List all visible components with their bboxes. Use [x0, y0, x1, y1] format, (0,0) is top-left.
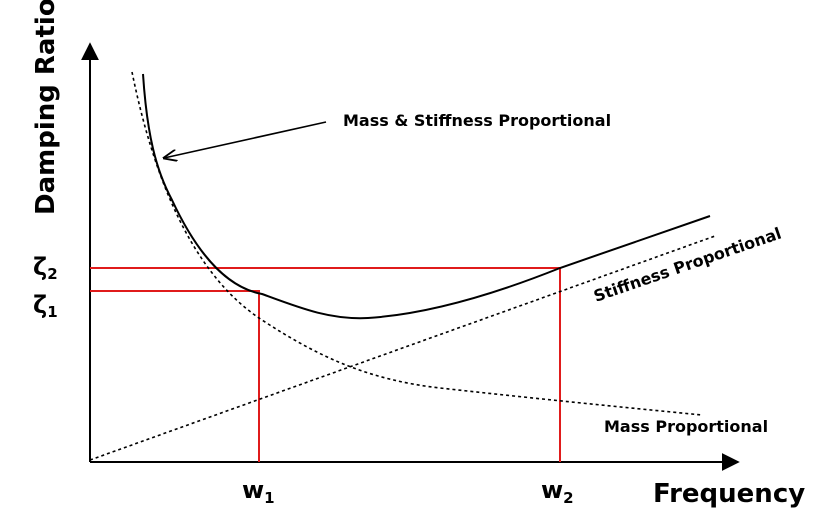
pointer-arrow [164, 121, 327, 158]
zeta2-tick-label: ζ2 [33, 253, 58, 283]
mass-proportional-label: Mass Proportional [604, 417, 768, 436]
mass-and-stiffness-proportional-curve [142, 73, 711, 320]
x-axis-title: Frequency [653, 479, 805, 509]
stiffness-proportional-label: Stiffness Proportional [591, 224, 784, 306]
mass-stiffness-label: Mass & Stiffness Proportional [343, 111, 611, 130]
mass-proportional-curve [131, 71, 703, 416]
zeta2-w2-guide-line [90, 267, 561, 462]
y-axis-title: Damping Ratio [31, 0, 61, 215]
zeta1-tick-label: ζ1 [33, 291, 58, 321]
zeta1-w1-guide-line [90, 290, 260, 462]
w2-tick-label: w2 [541, 476, 574, 507]
w1-tick-label: w1 [242, 476, 275, 507]
stiffness-proportional-curve [89, 235, 716, 461]
